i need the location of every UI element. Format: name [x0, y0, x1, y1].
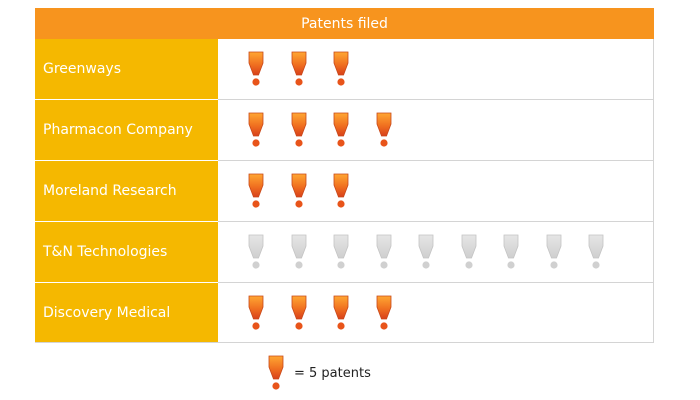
exclamation-icon — [291, 295, 306, 330]
exclamation-icon — [461, 234, 476, 269]
exclamation-icon — [333, 234, 349, 269]
exclamation-icon — [333, 173, 349, 208]
exclamation-icon — [291, 173, 306, 208]
exclamation-icon — [333, 51, 349, 86]
exclamation-icon — [248, 173, 264, 208]
exclamation-icon — [376, 295, 391, 330]
icon-cell — [218, 39, 654, 99]
exclamation-icon — [248, 112, 264, 147]
exclamation-icon — [291, 51, 306, 86]
chart-row: Discovery Medical — [35, 283, 654, 344]
exclamation-icon — [503, 234, 519, 269]
exclamation-icon — [291, 112, 306, 147]
chart-row: Moreland Research — [35, 161, 654, 222]
exclamation-icon — [291, 234, 306, 269]
category-label: Discovery Medical — [35, 283, 218, 344]
chart-rows: Greenways Pharmacon Company Moreland Resea… — [35, 39, 654, 344]
exclamation-icon — [418, 234, 434, 269]
exclamation-icon — [248, 295, 264, 330]
legend-icon-graphic — [268, 355, 284, 390]
legend-exclamation-icon — [268, 355, 284, 391]
category-label: T&N Technologies — [35, 222, 218, 283]
category-label: Greenways — [35, 39, 218, 100]
chart-row: Greenways — [35, 39, 654, 100]
legend-text: = 5 patents — [294, 365, 371, 381]
exclamation-icon — [546, 234, 561, 269]
exclamation-icon — [248, 234, 264, 269]
icon-cell — [218, 161, 654, 221]
exclamation-icon — [376, 112, 391, 147]
icon-cell — [218, 283, 654, 343]
pictograph-chart: Patents filed Greenways Pharmacon Company… — [35, 8, 654, 344]
category-label: Moreland Research — [35, 161, 218, 222]
chart-title: Patents filed — [35, 8, 654, 39]
exclamation-icon — [376, 234, 391, 269]
chart-row: Pharmacon Company — [35, 100, 654, 161]
exclamation-icon — [333, 295, 349, 330]
exclamation-icon — [333, 112, 349, 147]
icon-cell — [218, 100, 654, 160]
icon-cell — [218, 222, 654, 282]
category-label: Pharmacon Company — [35, 100, 218, 161]
exclamation-icon — [588, 234, 604, 269]
exclamation-icon — [248, 51, 264, 86]
chart-row: T&N Technologies — [35, 222, 654, 283]
legend: = 5 patents — [268, 355, 371, 391]
